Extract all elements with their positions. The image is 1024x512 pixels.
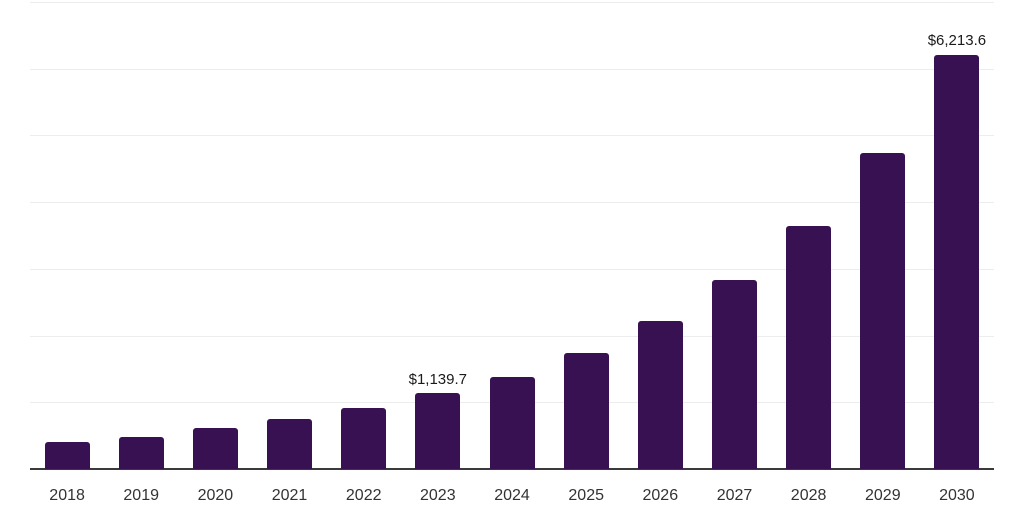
x-tick-label-2020: 2020 [197,487,234,504]
bar-2018 [44,441,90,469]
gridline [30,202,994,204]
bar-2029 [860,152,906,469]
x-tick-label-2022: 2022 [345,487,382,504]
x-axis-line [30,468,994,470]
x-tick-label-2024: 2024 [494,487,530,504]
x-tick-label-2030: 2030 [939,487,975,504]
value-label-2023: $1,139.7 [408,370,467,388]
x-tick-label-2028: 2028 [790,487,827,504]
x-tick-label-2027: 2027 [716,487,753,504]
x-tick-label-2018: 2018 [49,487,85,504]
value-label-2030: $6,213.6 [927,32,987,49]
bar-2023 [415,393,461,469]
bar-2020 [192,428,238,469]
x-tick-label-2026: 2026 [642,487,679,504]
x-tick-label-2025: 2025 [568,487,604,504]
gridline [30,2,994,3]
x-tick-label-2019: 2019 [123,487,159,504]
bar-2028 [786,225,832,469]
bar-2019 [118,437,164,469]
x-tick-label-2021: 2021 [271,487,308,504]
x-tick-label-2023: 2023 [420,487,456,504]
bar-2025 [563,352,609,469]
bar-2021 [267,419,312,469]
bar-2022 [341,408,387,469]
bar-2024 [489,376,535,469]
gridline [30,268,994,270]
gridline [30,335,994,337]
bar-2030 [934,54,980,469]
bar-2026 [637,320,683,469]
gridline [30,68,994,70]
x-tick-label-2029: 2029 [865,487,901,504]
gridline [30,135,994,137]
bar-2027 [712,280,757,469]
